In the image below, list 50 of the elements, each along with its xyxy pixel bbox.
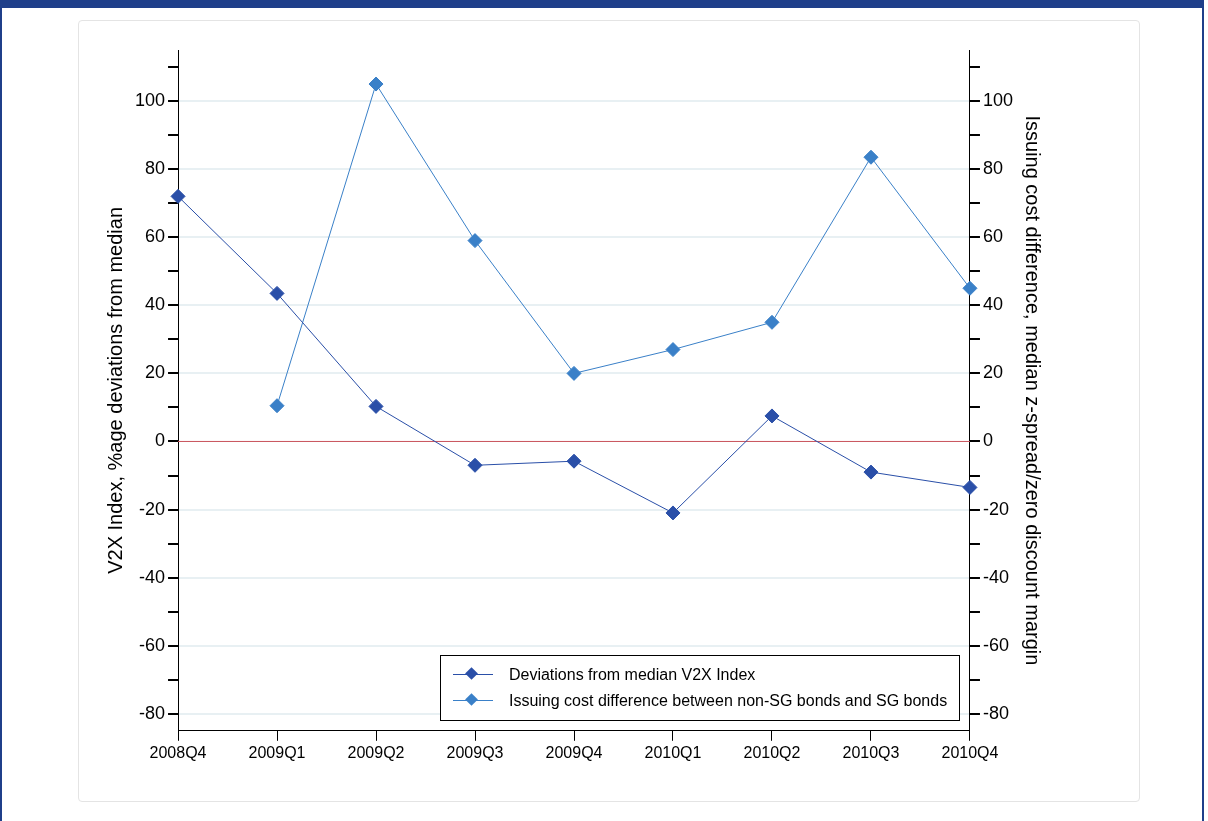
y2-tick-label: 60 bbox=[982, 226, 1003, 247]
point bbox=[269, 398, 285, 414]
y-tick-label: 40 bbox=[145, 294, 166, 315]
x-tick-label: 2009Q1 bbox=[248, 743, 306, 761]
y-tick-label: 100 bbox=[134, 90, 166, 111]
point bbox=[269, 285, 285, 301]
y2-tick-label: -20 bbox=[982, 498, 1009, 519]
x-tick-label: 2010Q2 bbox=[743, 743, 801, 761]
point bbox=[566, 453, 582, 469]
y2-axis-title: Issuing cost difference, median z-spread/zero discount margin bbox=[1022, 115, 1045, 666]
y2-tick-label: 80 bbox=[982, 158, 1003, 179]
legend-label: Issuing cost difference between non-SG bonds and SG bonds bbox=[508, 691, 948, 710]
y2-tick-label: -60 bbox=[982, 634, 1009, 655]
y2-tick-label: 100 bbox=[982, 90, 1014, 111]
point bbox=[467, 457, 483, 473]
x-tick-label: 2009Q3 bbox=[446, 743, 504, 761]
y-tick-label: 80 bbox=[145, 158, 166, 179]
point bbox=[566, 365, 582, 381]
point bbox=[863, 464, 879, 480]
y2-tick-label: 40 bbox=[982, 294, 1003, 315]
point bbox=[764, 314, 780, 330]
y2-tick-label: -80 bbox=[982, 702, 1009, 723]
y-tick-label: 20 bbox=[145, 362, 166, 383]
x-tick-label: 2009Q2 bbox=[347, 743, 405, 761]
point bbox=[962, 280, 978, 296]
legend-label: Deviations from median V2X Index bbox=[508, 665, 756, 684]
point bbox=[764, 408, 780, 424]
y2-tick-label: 0 bbox=[982, 430, 993, 451]
point bbox=[863, 149, 879, 165]
x-tick-label: 2010Q3 bbox=[842, 743, 900, 761]
y-tick-label: 0 bbox=[155, 430, 166, 451]
point bbox=[467, 233, 483, 249]
point bbox=[665, 505, 681, 521]
point bbox=[665, 342, 681, 358]
point bbox=[170, 188, 186, 204]
point bbox=[368, 76, 384, 92]
point bbox=[962, 479, 978, 495]
y2-tick-label: 20 bbox=[982, 362, 1003, 383]
x-tick-label: 2008Q4 bbox=[149, 743, 207, 761]
y2-tick-label: -40 bbox=[982, 566, 1009, 587]
y-tick-label: -80 bbox=[139, 702, 166, 723]
point bbox=[368, 398, 384, 414]
y-tick-label: -20 bbox=[139, 498, 166, 519]
x-tick-label: 2009Q4 bbox=[545, 743, 603, 761]
y-axis-title: V2X Index, %age deviations from median bbox=[103, 206, 126, 574]
x-tick-label: 2010Q4 bbox=[941, 743, 999, 761]
y-tick-label: -60 bbox=[139, 634, 166, 655]
y-tick-label: 60 bbox=[145, 226, 166, 247]
y-tick-label: -40 bbox=[139, 566, 166, 587]
x-tick-label: 2010Q1 bbox=[644, 743, 702, 761]
